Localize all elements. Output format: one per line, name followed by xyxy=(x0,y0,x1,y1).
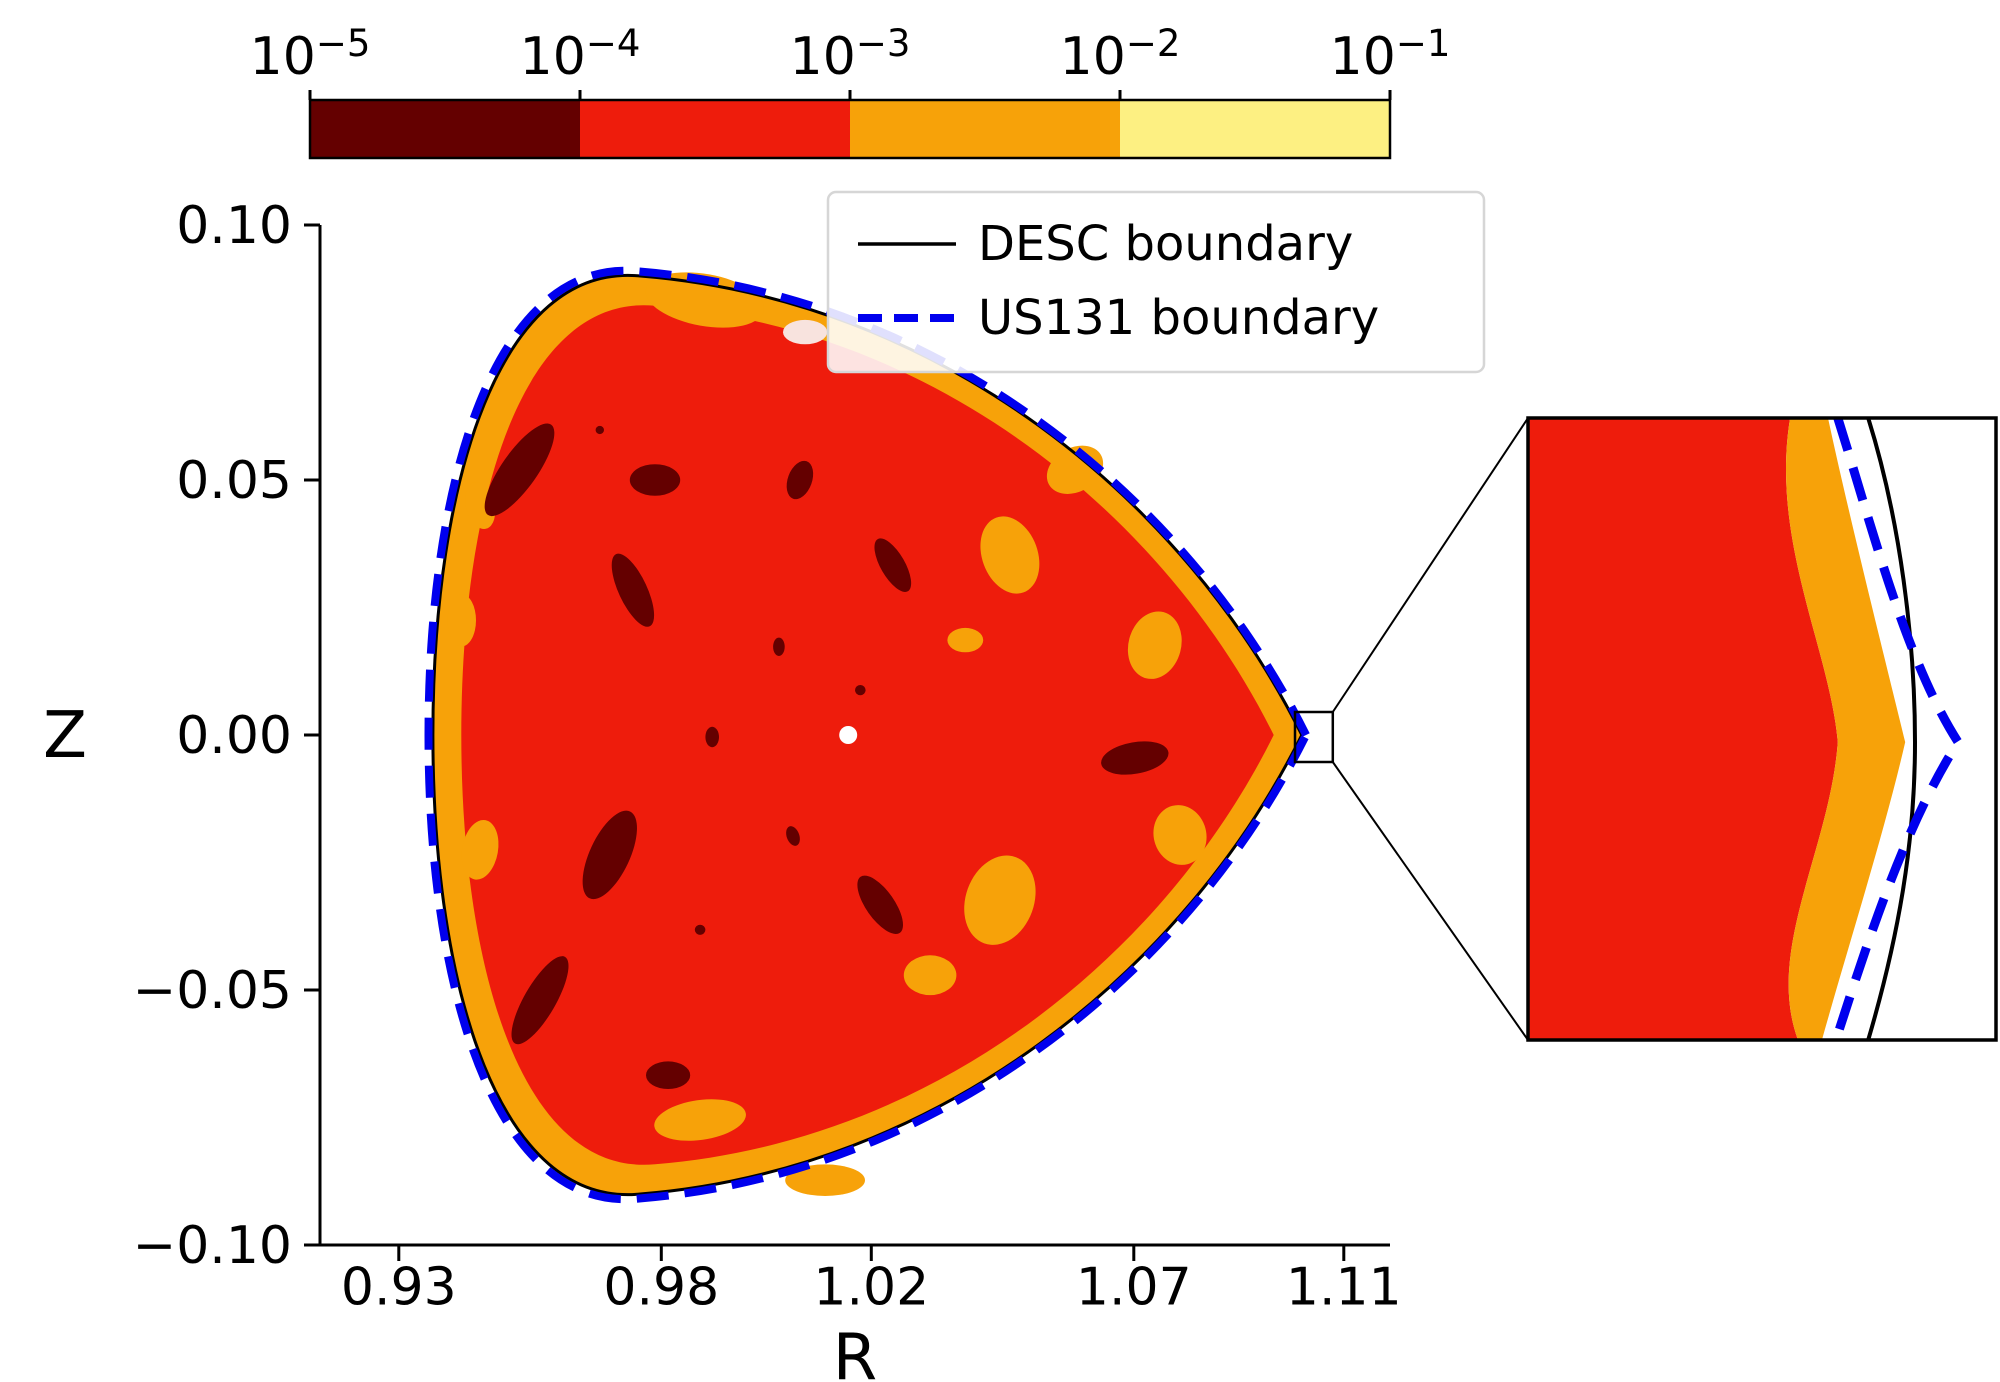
contour-spot xyxy=(1101,741,1169,775)
colorbar-segment xyxy=(850,100,1120,158)
contour-spot xyxy=(947,627,984,653)
colorbar-segment xyxy=(580,100,850,158)
inset-panel xyxy=(1526,416,1998,1042)
colorbar-segment xyxy=(1120,100,1390,158)
legend-entry-label: DESC boundary xyxy=(978,216,1353,272)
x-tick-label: 1.07 xyxy=(1076,1258,1192,1318)
legend-frame xyxy=(826,190,1486,374)
contour-spot xyxy=(855,685,866,696)
contour-spot xyxy=(980,516,1040,594)
colorbar: 10−5 10−4 10−3 10−2 10−1 xyxy=(250,22,1451,160)
contour-spot xyxy=(654,1099,746,1141)
y-tick-label: 0.00 xyxy=(176,706,292,766)
inset-border xyxy=(1526,416,1998,1042)
contour-spot xyxy=(786,826,800,846)
contour-spot xyxy=(1153,805,1207,865)
main-axes: 0.93 0.98 1.02 1.07 1.11 0.10 0.05 0.00 −0.05 −0.… xyxy=(43,196,1402,1382)
x-axis-label: R xyxy=(833,1321,877,1382)
contour-spot xyxy=(773,637,785,656)
y-tick-label: 0.05 xyxy=(176,451,292,511)
contour-spot xyxy=(783,319,828,345)
colorbar-tick-label: 10−3 xyxy=(790,22,911,87)
inset-desc-boundary-curve xyxy=(1866,417,1918,1041)
contour-spot xyxy=(694,924,706,935)
contour-spot xyxy=(785,1164,865,1196)
y-tick-label: −0.10 xyxy=(133,1216,292,1276)
x-tick-label: 0.98 xyxy=(603,1258,719,1318)
contour-spot xyxy=(595,425,604,435)
zoom-box xyxy=(1293,710,1335,764)
contour-spot xyxy=(461,819,499,880)
contour-spot xyxy=(447,594,476,647)
contour-spot xyxy=(582,810,637,900)
contour-spot xyxy=(611,553,655,627)
y-tick-label: 0.10 xyxy=(176,196,292,256)
inset-orange-region xyxy=(1785,418,1906,1040)
contour-spot xyxy=(786,460,814,500)
x-tick-label: 1.02 xyxy=(813,1258,929,1318)
x-tick-label: 1.11 xyxy=(1286,1258,1402,1318)
zoom-indicator xyxy=(1293,417,1529,1041)
contour-spot xyxy=(629,464,681,496)
colorbar-tick-label: 10−5 xyxy=(250,22,371,87)
zoom-connector-bottom xyxy=(1331,761,1529,1041)
contour-spot xyxy=(857,875,904,934)
colorbar-tick-label: 10−1 xyxy=(1330,22,1451,87)
us131-boundary-curve xyxy=(424,266,1311,1204)
inset-us131-boundary-curve xyxy=(1831,416,1964,1042)
magnetic-axis-dot xyxy=(839,726,858,744)
x-tick-label: 0.93 xyxy=(341,1258,457,1318)
red-core-region xyxy=(461,305,1274,1165)
contour-spot xyxy=(1127,611,1182,679)
contour-spot xyxy=(484,423,555,517)
y-axis-label: Z xyxy=(43,699,87,773)
zoom-connector-top xyxy=(1331,417,1529,713)
inset-red-region xyxy=(1528,418,1838,1040)
contour-spot xyxy=(903,955,957,996)
colorbar-segment xyxy=(310,100,580,158)
colorbar-tick-label: 10−4 xyxy=(520,22,641,87)
y-tick-label: −0.05 xyxy=(133,961,292,1021)
contour-spot xyxy=(646,1061,691,1089)
legend: DESC boundary US131 boundary xyxy=(826,190,1486,374)
colorbar-tick-label: 10−2 xyxy=(1060,22,1181,87)
contour-spot xyxy=(511,956,569,1045)
plasma-contours xyxy=(432,272,1302,1196)
contour-spot xyxy=(964,855,1036,945)
contour-spot xyxy=(874,538,912,592)
legend-entry-label: US131 boundary xyxy=(978,290,1379,346)
contour-spot xyxy=(705,726,719,748)
